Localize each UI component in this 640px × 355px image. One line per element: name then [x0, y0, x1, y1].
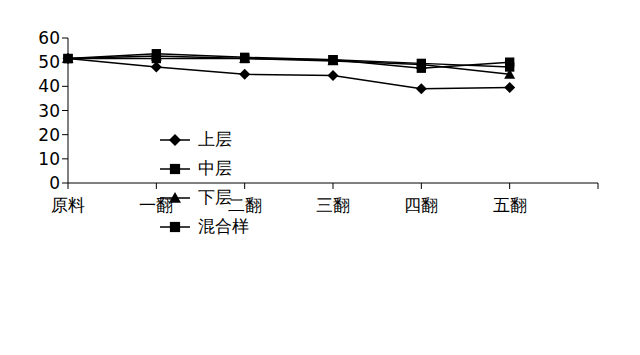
html-text:上层: 上层	[198, 129, 232, 149]
svg-text:20: 20	[38, 125, 60, 145]
svg-text:50: 50	[38, 52, 60, 72]
svg-text:0: 0	[49, 173, 60, 193]
svg-text:10: 10	[38, 149, 60, 169]
svg-text:60: 60	[38, 28, 60, 48]
svg-text:30: 30	[38, 101, 60, 121]
svg-text:五翻: 五翻	[493, 195, 527, 215]
svg-text:原料: 原料	[51, 195, 85, 215]
html-text:混合样: 混合样	[198, 216, 249, 236]
svg-text:一翻: 一翻	[139, 195, 173, 215]
svg-text:四翻: 四翻	[404, 195, 438, 215]
svg-text:二翻: 二翻	[228, 195, 262, 215]
svg-text:40: 40	[38, 76, 60, 96]
svg-text:三翻: 三翻	[316, 195, 350, 215]
html-text:中层: 中层	[198, 158, 232, 178]
html-text:下层: 下层	[198, 187, 232, 207]
